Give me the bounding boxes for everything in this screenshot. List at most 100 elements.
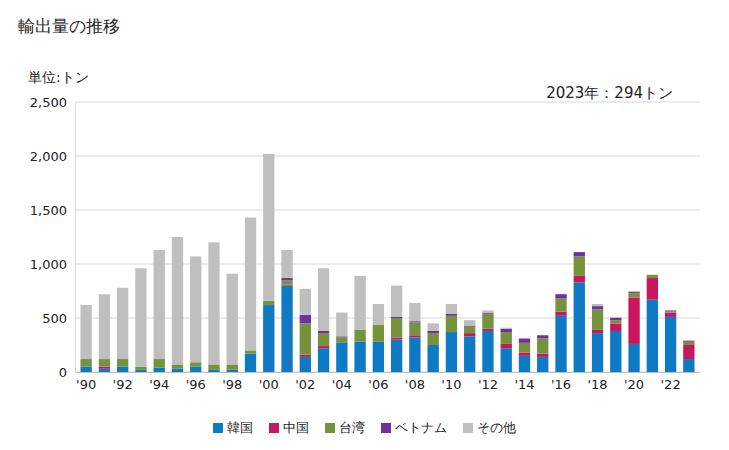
bar-segment	[409, 321, 420, 322]
bar-segment	[665, 313, 676, 317]
bar-segment	[117, 288, 128, 359]
bar-segment	[647, 300, 658, 372]
bar-segment	[464, 336, 475, 372]
bar-segment	[135, 268, 146, 366]
bar-segment	[391, 317, 402, 318]
bar-segment	[501, 344, 512, 348]
bar-segment	[464, 327, 475, 333]
bar-segment	[190, 256, 201, 362]
y-tick-label: 2,500	[30, 95, 67, 110]
legend-swatch	[381, 423, 391, 433]
bar-segment	[482, 331, 493, 372]
title: 輸出量の推移	[18, 16, 120, 36]
grid-line	[75, 264, 700, 265]
bar-segment	[263, 154, 274, 301]
y-tick: 0	[59, 365, 75, 380]
x-tick-label: '04	[332, 377, 352, 392]
bar-segment	[208, 370, 219, 372]
legend: 韓国中国台湾ベトナムその他	[213, 420, 516, 435]
bar-segment	[446, 332, 457, 372]
series	[281, 252, 694, 343]
grid-line	[75, 372, 700, 373]
bar-segment	[555, 294, 566, 298]
bar-segment	[208, 364, 219, 369]
bar-segment	[555, 312, 566, 316]
bar-segment	[281, 285, 292, 286]
bar-segment	[574, 276, 585, 282]
bar-segment	[592, 309, 603, 330]
bar-segment	[99, 359, 110, 367]
legend-swatch	[325, 423, 335, 433]
x-tick: '00	[259, 372, 279, 392]
bar-segment	[80, 359, 91, 367]
x-tick: '22	[661, 372, 681, 392]
legend-item: 韓国	[213, 420, 253, 435]
x-tick-label: '94	[149, 377, 169, 392]
y-tick: 1,500	[30, 203, 75, 218]
bar-segment	[574, 282, 585, 372]
bar-segment	[154, 368, 165, 372]
bar-segment	[391, 337, 402, 339]
bar-segment	[592, 330, 603, 333]
bar-segment	[464, 320, 475, 325]
bar-segment	[592, 304, 603, 306]
bar-segment	[592, 306, 603, 309]
bar-segment	[172, 369, 183, 372]
bar-segment	[647, 278, 658, 300]
y-axis-line	[75, 103, 76, 373]
bar-segment	[683, 345, 694, 359]
bar-segment	[281, 250, 292, 278]
bar-segment	[592, 333, 603, 372]
bar-segment	[245, 354, 256, 372]
x-tick-label: '20	[624, 377, 644, 392]
bar-segment	[336, 343, 347, 372]
y-tick-label: 0	[59, 365, 67, 380]
legend-item: 台湾	[325, 420, 365, 435]
x-tick-label: '22	[661, 377, 681, 392]
bar-segment	[172, 237, 183, 364]
bar-segment	[610, 331, 621, 372]
bar-segment	[99, 367, 110, 369]
grid-line	[75, 102, 700, 103]
x-tick: '06	[368, 372, 388, 392]
legend-item: ベトナム	[381, 420, 447, 435]
bar-segment	[336, 336, 347, 337]
x-tick: '96	[186, 372, 206, 392]
x-tick-label: '92	[113, 377, 133, 392]
bar-segment	[336, 337, 347, 342]
x-tick-label: '00	[259, 377, 279, 392]
x-tick: '16	[551, 372, 571, 392]
legend-label: その他	[477, 420, 516, 435]
bar-segment	[501, 348, 512, 372]
series	[80, 154, 694, 367]
x-tick-label: '16	[551, 377, 571, 392]
bar-segment	[281, 278, 292, 280]
x-axis: '90'92'94'96'98'00'02'04'06'08'10'12'14'…	[76, 372, 701, 392]
bar-segment	[336, 313, 347, 337]
bar-segment	[555, 316, 566, 372]
x-tick-label: '06	[368, 377, 388, 392]
grid-line	[75, 156, 700, 157]
legend-label: 韓国	[227, 420, 253, 435]
x-tick-label: '96	[186, 377, 206, 392]
bar-segment	[245, 218, 256, 351]
bar-segment	[555, 294, 566, 295]
bar-segment	[501, 328, 512, 329]
bar-segment	[354, 330, 365, 342]
bar-segment	[154, 250, 165, 359]
y-axis: 05001,0001,5002,0002,500	[30, 95, 76, 380]
x-tick: '08	[405, 372, 425, 392]
bar-segment	[300, 289, 311, 315]
bar-segment	[574, 252, 585, 256]
y-tick: 1,000	[30, 257, 75, 272]
bar-segment	[482, 313, 493, 314]
bar-segment	[409, 322, 420, 335]
grid-line	[75, 210, 700, 211]
bar-segment	[501, 329, 512, 332]
bar-segment	[446, 316, 457, 332]
x-tick-label: '18	[587, 377, 607, 392]
x-tick: '90	[76, 372, 96, 392]
bar-segment	[300, 323, 311, 354]
bar-segment	[628, 293, 639, 297]
bar-segment	[373, 304, 384, 325]
